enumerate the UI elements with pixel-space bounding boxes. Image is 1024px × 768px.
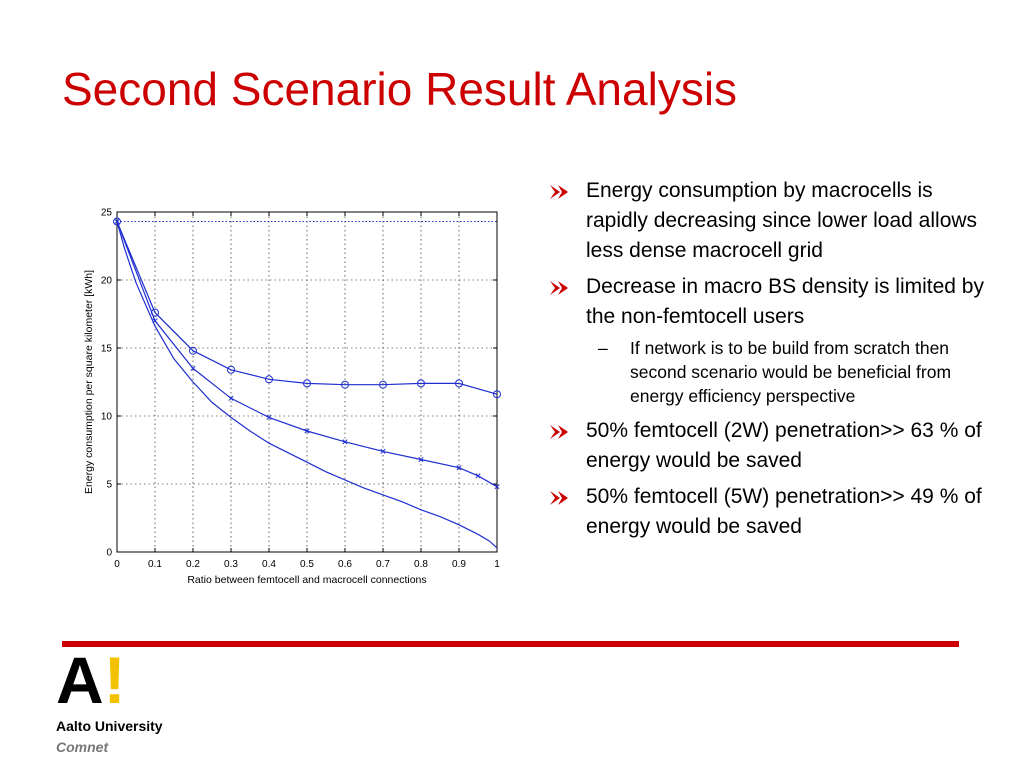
series-line-2 bbox=[116, 221, 498, 488]
series-line-3 bbox=[116, 221, 498, 395]
sub-bullet-item: – If network is to be build from scratch… bbox=[548, 336, 1000, 408]
series-line-1 bbox=[116, 221, 498, 549]
y-tick-label: 5 bbox=[106, 480, 112, 491]
data-point-circle bbox=[379, 380, 387, 389]
y-tick-label: 15 bbox=[101, 344, 113, 355]
x-axis-label: Ratio between femtocell and macrocell co… bbox=[187, 574, 426, 586]
y-tick-label: 0 bbox=[106, 548, 112, 559]
logo-exclamation: ! bbox=[103, 643, 126, 717]
department-name: Comnet bbox=[56, 739, 109, 755]
y-tick-label: 20 bbox=[101, 276, 113, 287]
x-tick-label: 0.1 bbox=[148, 559, 162, 570]
data-point-circle bbox=[151, 308, 159, 317]
arrow-bullet-icon bbox=[550, 281, 568, 295]
bullet-text: Decrease in macro BS density is limited … bbox=[586, 275, 984, 328]
dash-marker: – bbox=[598, 338, 608, 358]
x-tick-label: 0.7 bbox=[376, 559, 390, 570]
bullet-text: Energy consumption by macrocells is rapi… bbox=[586, 179, 978, 262]
sub-bullet-text: If network is to be build from scratch t… bbox=[630, 338, 952, 406]
y-tick-label: 25 bbox=[101, 208, 113, 219]
data-point-circle bbox=[493, 390, 501, 399]
x-tick-label: 0.2 bbox=[186, 559, 200, 570]
x-tick-label: 0 bbox=[114, 559, 120, 570]
bullet-item: Decrease in macro BS density is limited … bbox=[548, 272, 1000, 332]
logo-letter: A bbox=[56, 643, 104, 717]
aalto-logo: A! bbox=[56, 647, 126, 713]
bullet-item: 50% femtocell (2W) penetration>> 63 % of… bbox=[548, 416, 1000, 476]
bullet-text: 50% femtocell (5W) penetration>> 49 % of… bbox=[586, 485, 982, 538]
bullet-list: Energy consumption by macrocells is rapi… bbox=[548, 176, 1000, 548]
data-point-cross bbox=[228, 395, 234, 401]
slide-title: Second Scenario Result Analysis bbox=[62, 63, 738, 115]
x-tick-label: 0.3 bbox=[224, 559, 238, 570]
data-point-circle bbox=[455, 379, 463, 388]
data-point-circle bbox=[303, 379, 311, 388]
x-tick-label: 0.8 bbox=[414, 559, 428, 570]
x-tick-label: 1 bbox=[494, 559, 500, 570]
data-point-cross bbox=[190, 365, 196, 371]
data-point-cross bbox=[304, 428, 310, 434]
data-point-circle bbox=[227, 365, 235, 374]
data-point-cross bbox=[456, 465, 462, 471]
data-point-circle bbox=[265, 375, 273, 384]
data-point-cross bbox=[475, 473, 481, 479]
bullet-item: Energy consumption by macrocells is rapi… bbox=[548, 176, 1000, 266]
data-point-cross bbox=[380, 448, 386, 454]
y-tick-label: 10 bbox=[101, 412, 113, 423]
data-point-circle bbox=[189, 346, 197, 355]
bullet-text: 50% femtocell (2W) penetration>> 63 % of… bbox=[586, 419, 982, 472]
arrow-bullet-icon bbox=[550, 491, 568, 505]
footer-divider bbox=[62, 641, 959, 647]
arrow-bullet-icon bbox=[550, 425, 568, 439]
bullet-item: 50% femtocell (5W) penetration>> 49 % of… bbox=[548, 482, 1000, 542]
data-point-cross bbox=[266, 414, 272, 420]
data-point-circle bbox=[417, 379, 425, 388]
data-point-circle bbox=[341, 380, 349, 389]
arrow-bullet-icon bbox=[550, 185, 568, 199]
energy-consumption-chart: 0 0.1 0.2 0.3 0.4 0.5 0.6 0.7 0.8 0.9 10510152025R… bbox=[83, 208, 501, 586]
data-point-cross bbox=[494, 484, 500, 490]
y-axis-label: Energy consumption per square kilometer … bbox=[83, 270, 95, 494]
x-tick-label: 0.9 bbox=[452, 559, 466, 570]
x-tick-label: 0.5 bbox=[300, 559, 314, 570]
university-name: Aalto University bbox=[56, 718, 163, 734]
data-point-cross bbox=[152, 318, 158, 324]
data-point-cross bbox=[418, 456, 424, 463]
x-tick-label: 0.6 bbox=[338, 559, 352, 570]
x-tick-label: 0.4 bbox=[262, 559, 276, 570]
data-point-cross bbox=[342, 439, 348, 445]
